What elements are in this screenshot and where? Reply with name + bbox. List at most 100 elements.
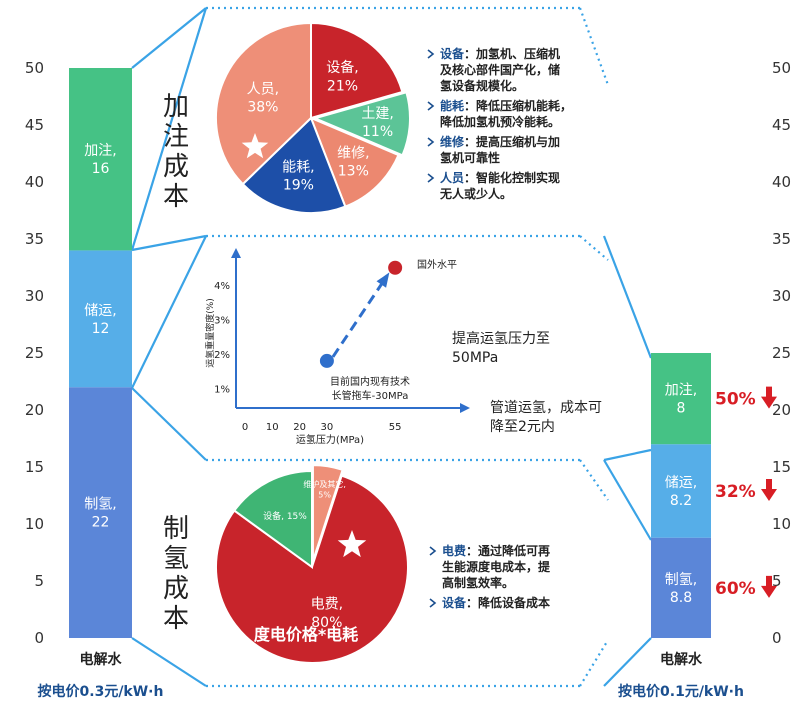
pie-slice [215,474,409,664]
price-note: 按电价0.1元/kW·h [618,683,744,700]
note-item: 能耗：降低压缩机能耗，降低加氢机预冷能耗。 [440,98,572,129]
production-cost-pie: 电费, 80% 设备, 15% 维护及其它, 5% 度电价格*电耗 [215,464,409,664]
pie-slice-label: 土建, 11% [361,106,393,140]
title-char: 加 [163,92,189,122]
bar-segment-制氢 [69,387,132,638]
x-tick-label: 30 [321,422,334,433]
down-arrow-icon [761,386,777,409]
note-item: 维修：提高压缩机与加氢机可靠性 [440,134,560,165]
y-tick-label: 5 [34,572,44,590]
production-notes: 电费：通过降低可再生能源度电成本，提高制氢效率。设备：降低设备成本 [429,543,551,610]
pie-caption: 度电价格*电耗 [254,625,358,644]
star-icon [241,133,269,159]
y-tick-label: 50 [772,59,791,77]
price-note: 按电价0.3元/kW·h [38,683,164,700]
reduction-label: 60% [715,579,756,599]
chevron-right-icon [427,49,435,59]
guide-line [579,459,609,501]
connector-line [603,459,652,541]
trend-arrow-head-icon [376,272,390,288]
x-axis-arrow-icon [460,403,470,413]
pie-slice-label: 维护及其它, 5% [303,479,346,499]
data-point-label: 目前国内现有技术长管拖车-30MPa [330,375,410,402]
y-tick-label: 5 [772,572,782,590]
chevron-right-icon [429,546,437,556]
y-tick-label: 10 [772,515,791,533]
bar-segment-label: 制氢, 22 [84,497,116,531]
category-label: 电解水 [80,651,123,668]
y-tick-label: 0 [34,629,44,647]
transport-note-pipeline: 管道运氢，成本可降至2元内 [490,400,602,435]
bar-segment-label: 加注, 8 [665,383,697,417]
reduction-label: 50% [715,390,756,410]
pie-slice [311,464,344,562]
pie-slice [310,21,404,120]
y-tick-label: 35 [772,230,791,248]
pie-slice [241,116,347,214]
reduction-label: 32% [715,482,756,502]
note-item: 电费：通过降低可再生能源度电成本，提高制氢效率。 [442,543,551,590]
bar-segment-label: 制氢, 8.8 [665,572,697,606]
chevron-right-icon [427,173,435,183]
pie-slice [232,469,313,569]
connector-line [130,7,208,251]
title-char: 本 [163,604,189,634]
bar-segment-制氢 [651,537,711,638]
connector-line [131,234,207,252]
data-point [319,353,334,368]
y-tick-label: 30 [25,287,44,305]
y-tick-label: 20 [25,401,44,419]
chevron-right-icon [429,598,437,608]
bar-segment-储运 [69,250,132,388]
x-tick-label: 0 [242,422,248,433]
bar-segment-加注 [69,68,132,251]
connector-line [602,235,653,359]
y-tick-label: 40 [25,173,44,191]
y-tick-label: 25 [25,344,44,362]
left-stacked-bar: 0 5 10 15 20 25 30 35 40 45 50 制氢, 22 储运, 12 加注, 16 电解水按电… [25,59,164,700]
right-stacked-bar: 0 5 10 15 20 25 30 35 40 45 50 制氢, 8.8 60% 储运, 8.2 32% 加注… [618,59,791,700]
connector-line [131,637,207,687]
y-axis-label: 运氢重量密度(%) [204,298,216,368]
y-tick-label: 4% [214,281,230,292]
guide-line [578,7,610,86]
transport-note-pressure: 提高运氢压力至 50MPa [452,330,550,366]
connector-line [131,387,207,461]
y-axis-arrow-icon [231,248,241,258]
data-point [388,260,403,275]
pressure-density-chart: 0 10 20 30 55 1% 2% 3% 4% 运氢压力(MPa) 运氢重量密度(%) 目前国内现… [204,248,470,446]
y-tick-label: 10 [25,515,44,533]
pie-slice-label: 维修, 13% [337,146,369,180]
star-icon [337,530,367,558]
pie-slice-label: 设备, 15% [263,510,307,522]
x-tick-label: 10 [266,422,279,433]
y-tick-label: 40 [772,173,791,191]
title-char: 制 [163,514,189,544]
chevron-right-icon [427,137,435,147]
y-tick-label: 1% [214,385,230,396]
refuel-notes: 设备：加氢机、压缩机及核心部件国产化，储氢设备规模化。能耗：降低压缩机能耗，降低… [427,46,572,201]
y-tick-label: 30 [772,287,791,305]
title-char: 成 [163,152,189,182]
pie-slice [309,116,400,208]
bar-segment-label: 储运, 8.2 [665,475,697,509]
pie-slice-label: 人员, 38% [247,82,279,116]
x-tick-label: 20 [293,422,306,433]
note-item: 设备：降低设备成本 [442,595,550,610]
chevron-right-icon [427,101,435,111]
connector-line [131,235,207,389]
title-char: 本 [163,182,189,212]
pie-slice-label: 电费, 80% [311,597,343,631]
y-tick-label: 2% [214,350,230,361]
y-tick-label: 15 [25,458,44,476]
bar-segment-储运 [651,444,711,538]
y-tick-label: 45 [25,116,44,134]
trend-arrow-line [331,274,389,358]
note-item: 设备：加氢机、压缩机及核心部件国产化，储氢设备规模化。 [440,46,560,93]
data-point-label: 国外水平 [417,259,457,271]
title-char: 成 [163,574,189,604]
y-tick-label: 20 [772,401,791,419]
